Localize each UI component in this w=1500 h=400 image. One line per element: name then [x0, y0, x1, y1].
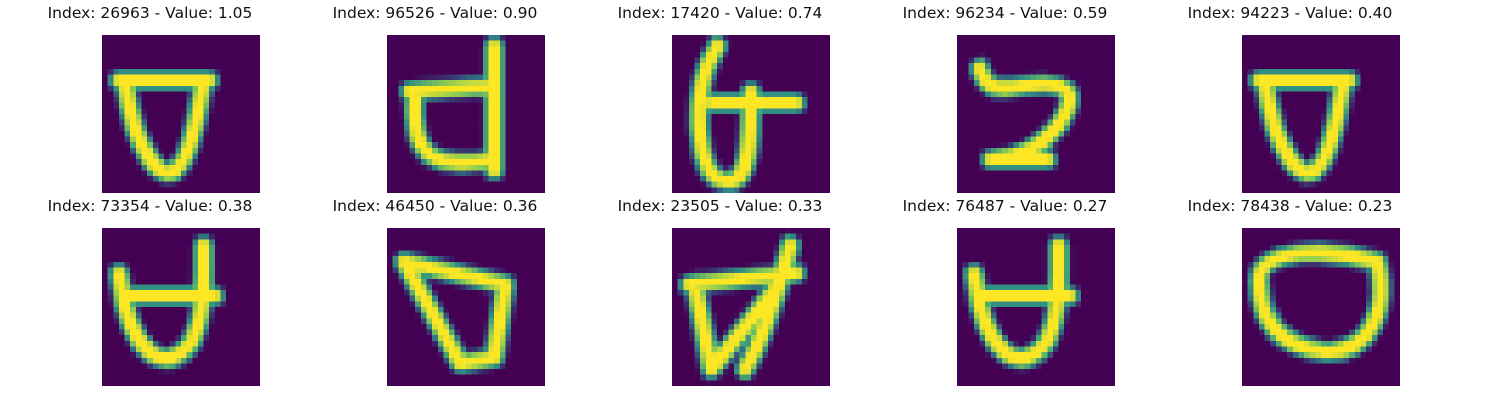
- image-panel: Index: 26963 - Value: 1.05: [0, 0, 300, 195]
- image-panel: Index: 78438 - Value: 0.23: [1140, 193, 1440, 388]
- digit-image: [672, 228, 830, 386]
- image-panel: Index: 46450 - Value: 0.36: [285, 193, 585, 388]
- image-panel: Index: 96234 - Value: 0.59: [855, 0, 1155, 195]
- panel-title: Index: 96234 - Value: 0.59: [902, 4, 1108, 22]
- panel-title: Index: 17420 - Value: 0.74: [617, 4, 823, 22]
- digit-image: [387, 228, 545, 386]
- digit-image: [387, 35, 545, 193]
- panel-title: Index: 26963 - Value: 1.05: [47, 4, 253, 22]
- panel-title: Index: 94223 - Value: 0.40: [1187, 4, 1393, 22]
- digit-image: [957, 228, 1115, 386]
- panel-title: Index: 23505 - Value: 0.33: [617, 197, 823, 215]
- panel-title: Index: 46450 - Value: 0.36: [332, 197, 538, 215]
- image-panel: Index: 23505 - Value: 0.33: [570, 193, 870, 388]
- digit-image: [1242, 228, 1400, 386]
- digit-image: [102, 35, 260, 193]
- image-panel: Index: 73354 - Value: 0.38: [0, 193, 300, 388]
- panel-title: Index: 78438 - Value: 0.23: [1187, 197, 1393, 215]
- digit-image: [957, 35, 1115, 193]
- digit-image: [1242, 35, 1400, 193]
- digit-image: [102, 228, 260, 386]
- panel-title: Index: 76487 - Value: 0.27: [902, 197, 1108, 215]
- digit-image: [672, 35, 830, 193]
- panel-title: Index: 96526 - Value: 0.90: [332, 4, 538, 22]
- image-panel: Index: 17420 - Value: 0.74: [570, 0, 870, 195]
- image-panel: Index: 96526 - Value: 0.90: [285, 0, 585, 195]
- image-panel: Index: 94223 - Value: 0.40: [1140, 0, 1440, 195]
- image-panel: Index: 76487 - Value: 0.27: [855, 193, 1155, 388]
- panel-title: Index: 73354 - Value: 0.38: [47, 197, 253, 215]
